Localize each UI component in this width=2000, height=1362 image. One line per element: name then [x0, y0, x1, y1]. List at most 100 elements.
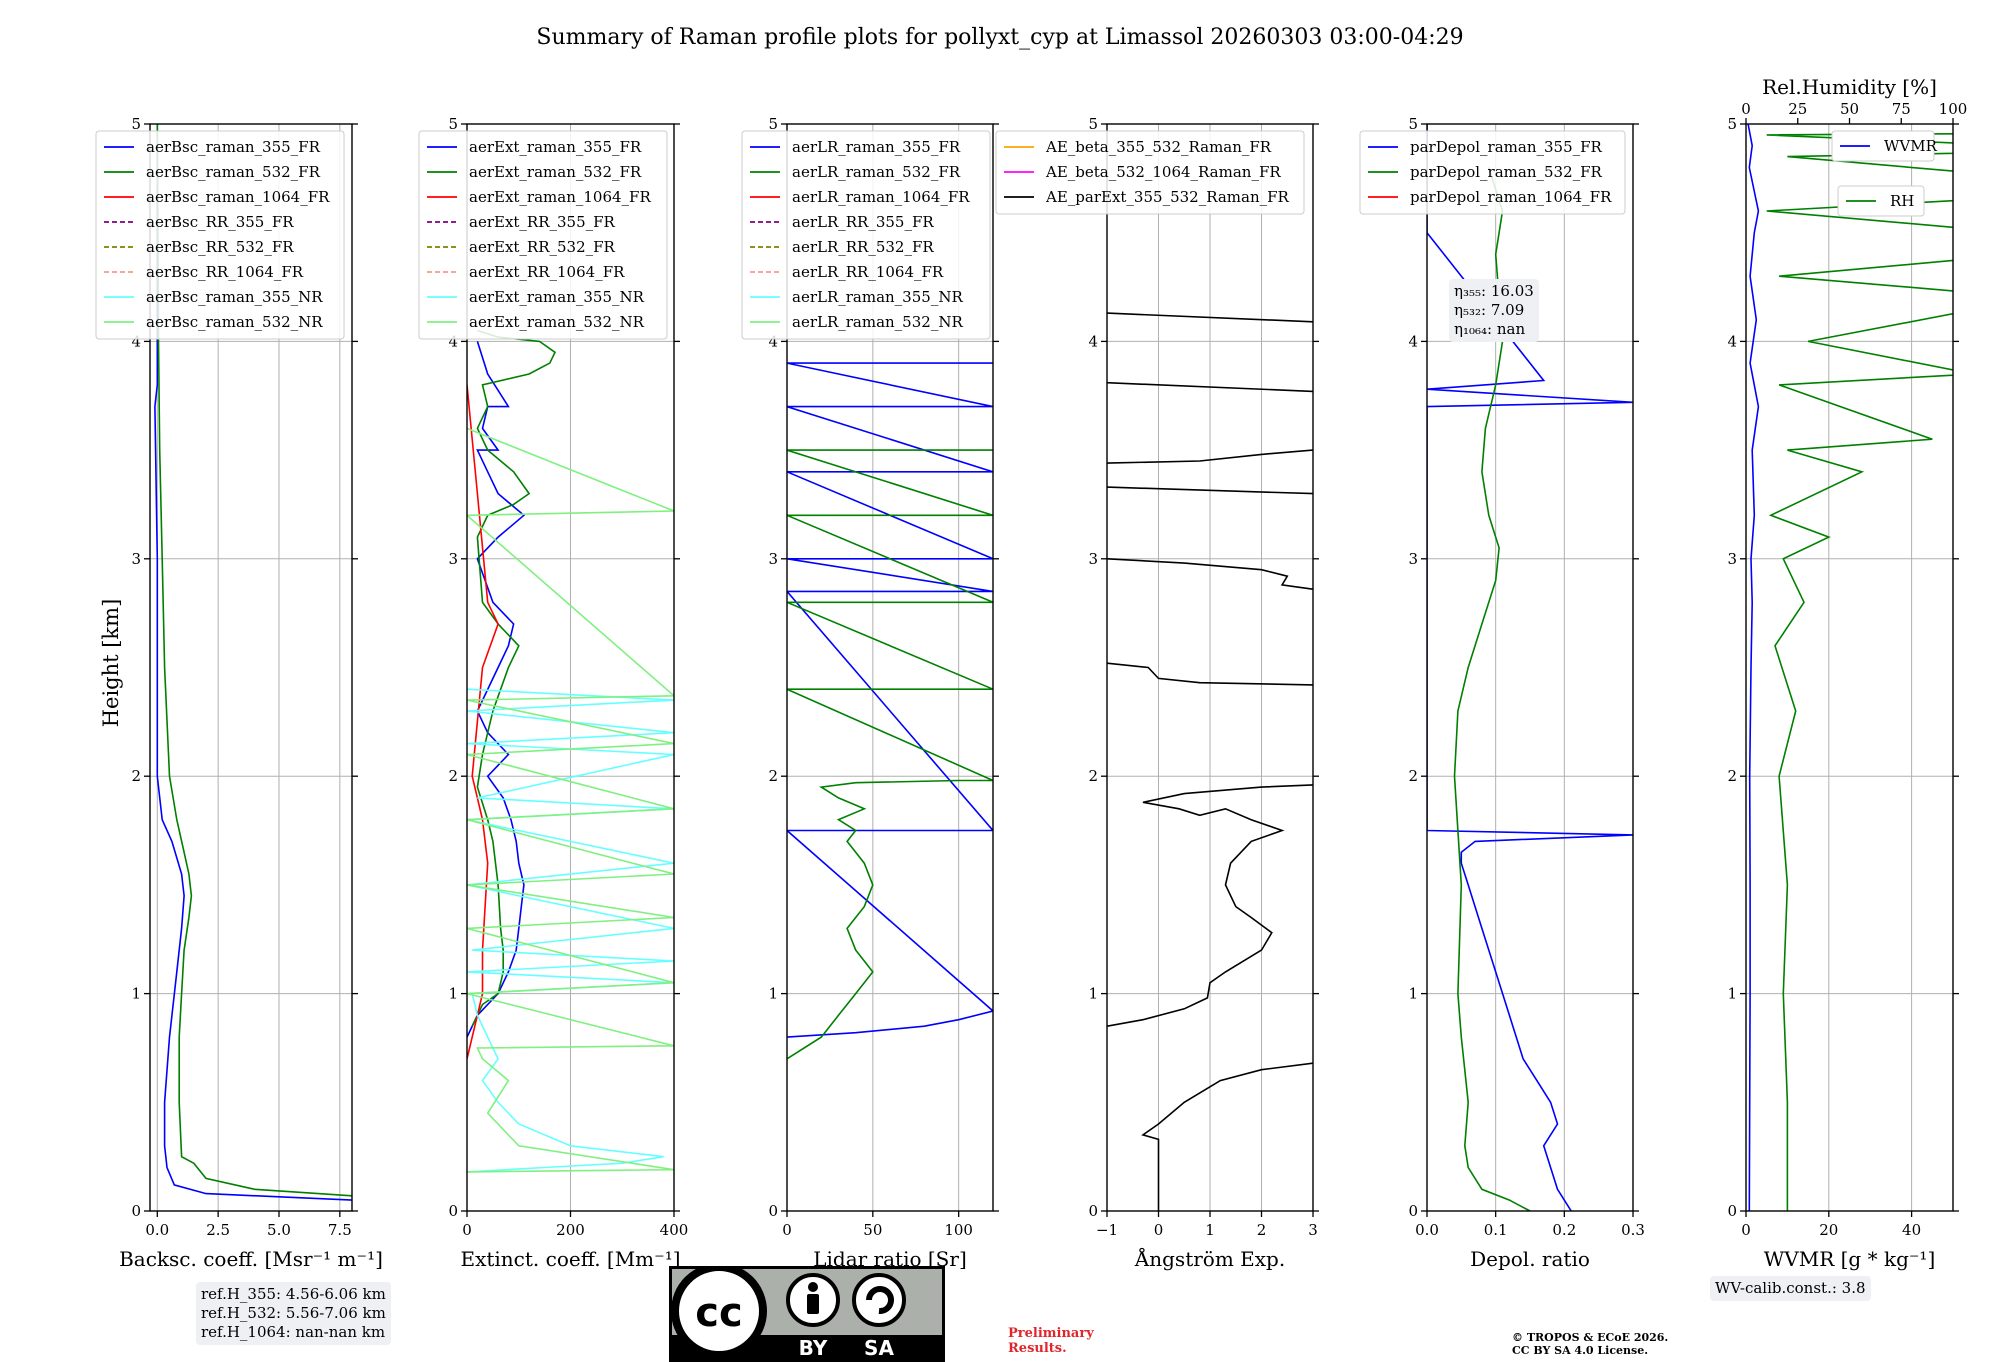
y-tick-label: 3 — [1408, 550, 1418, 568]
y-tick-label: 3 — [448, 550, 458, 568]
y-tick-label: 1 — [1727, 985, 1737, 1003]
series-line-aerBsc_raman_532_FR — [156, 124, 352, 1197]
legend-label: AE_beta_355_532_Raman_FR — [1045, 138, 1272, 156]
legend-label: aerLR_raman_355_NR — [792, 288, 963, 306]
top-tick-label: 25 — [1788, 100, 1807, 118]
series-line-AE_parExt_355_532_Raman_FR — [1107, 312, 1313, 323]
series-group — [467, 329, 674, 1173]
x-axis-label: Ångström Exp. — [1134, 1246, 1285, 1271]
y-tick-label: 2 — [1408, 767, 1418, 785]
x-tick-label: 2.5 — [206, 1221, 230, 1239]
legend-label: aerBsc_RR_355_FR — [146, 213, 294, 231]
legend-label: aerBsc_raman_532_FR — [146, 163, 321, 181]
attribution-body — [807, 1294, 819, 1314]
legend-label: parDepol_raman_1064_FR — [1410, 188, 1612, 206]
series-line-aerExt_raman_532_NR — [467, 427, 674, 1173]
series-line-aerBsc_raman_355_FR — [154, 124, 352, 1201]
y-tick-label: 0 — [131, 1202, 141, 1220]
x-axis-label: Depol. ratio — [1470, 1247, 1590, 1271]
legend-box — [418, 130, 668, 340]
x-tick-label: 0.2 — [1552, 1221, 1576, 1239]
legend-label: aerBsc_raman_1064_FR — [146, 188, 330, 206]
axes-frame — [1426, 123, 1634, 1212]
legend-label: aerLR_RR_1064_FR — [792, 263, 944, 281]
legend-label: aerBsc_raman_355_NR — [146, 288, 323, 306]
figure-title: Summary of Raman profile plots for polly… — [536, 25, 1463, 50]
y-tick-label: 2 — [1088, 767, 1098, 785]
x-tick-label: 3 — [1308, 1221, 1318, 1239]
top-axis-label: Rel.Humidity [%] — [1762, 75, 1937, 99]
ref-height-355: ref.H_355: 4.56-6.06 km — [201, 1285, 386, 1303]
ref-height-1064: ref.H_1064: nan-nan km — [201, 1323, 386, 1341]
legend-label: aerLR_raman_355_FR — [792, 138, 961, 156]
y-tick-label: 5 — [1727, 115, 1737, 133]
x-tick-label: −1 — [1096, 1221, 1118, 1239]
panel-backscatter: 0.0 2.5 5.0 7.5 0 1 2 3 4 5 Backsc. coeff. [Msr⁻¹ … — [95, 115, 383, 1271]
cc-circle-icon — [671, 1266, 767, 1359]
legend-label: AE_beta_532_1064_Raman_FR — [1045, 163, 1281, 181]
legend-label: parDepol_raman_532_FR — [1410, 163, 1603, 181]
legend: AE_beta_355_532_Raman_FR AE_beta_532_1064… — [995, 130, 1305, 215]
series-group — [1107, 312, 1313, 1211]
legend-label: aerExt_raman_1064_FR — [469, 188, 651, 206]
y-tick-label: 0 — [448, 1202, 458, 1220]
y-tick-label: 2 — [448, 767, 458, 785]
legend-label: aerLR_raman_1064_FR — [792, 188, 970, 206]
copyright-note: © TROPOS & ECoE 2026. CC BY SA 4.0 Licen… — [1512, 1331, 1668, 1357]
y-tick-label: 5 — [131, 115, 141, 133]
badge-label-by: BY — [799, 1336, 828, 1360]
y-tick-label: 4 — [768, 332, 778, 350]
x-tick-label: 0.1 — [1484, 1221, 1508, 1239]
x-tick-label: 5.0 — [267, 1221, 291, 1239]
legend-label: aerExt_raman_532_FR — [469, 163, 642, 181]
preliminary-line-1: Preliminary — [1008, 1326, 1094, 1341]
y-tick-label: 0 — [1408, 1202, 1418, 1220]
legend-label: aerExt_raman_355_FR — [469, 138, 642, 156]
x-tick-label: 40 — [1902, 1221, 1921, 1239]
preliminary-note: Preliminary Results. — [1008, 1326, 1094, 1356]
legend: aerBsc_raman_355_FR aerBsc_raman_532_FRae… — [95, 130, 345, 340]
legend-label: aerLR_RR_355_FR — [792, 213, 934, 231]
x-tick-label: 0 — [782, 1221, 792, 1239]
series-line-AE_parExt_355_532_Raman_FR — [1141, 1062, 1313, 1211]
series-line-aerExt_raman_1064_FR — [467, 384, 499, 1059]
x-tick-label: 200 — [556, 1221, 585, 1239]
y-tick-label: 1 — [1408, 985, 1418, 1003]
legend-label: aerLR_raman_532_NR — [792, 313, 963, 331]
eta-532: η₅₃₂: 7.09 — [1454, 301, 1525, 319]
x-tick-label: 20 — [1819, 1221, 1838, 1239]
wv-calibration-box: WV-calib.const.: 3.8 — [1710, 1276, 1871, 1301]
series-line-aerLR_raman_355_FR — [787, 362, 993, 1038]
wv-calib-const: WV-calib.const.: 3.8 — [1715, 1279, 1866, 1297]
legend-box — [995, 130, 1305, 215]
legend-label: aerExt_RR_355_FR — [469, 213, 616, 231]
series-line-AE_parExt_355_532_Raman_FR — [1107, 558, 1313, 590]
series-group — [154, 124, 352, 1201]
x-tick-label: 0 — [1741, 1221, 1751, 1239]
legend-label: RH — [1890, 192, 1914, 210]
y-tick-label: 0 — [1088, 1202, 1098, 1220]
attribution-head — [808, 1282, 818, 1292]
y-tick-label: 0 — [768, 1202, 778, 1220]
legend-label: aerBsc_raman_355_FR — [146, 138, 321, 156]
axes-frame — [149, 123, 353, 1212]
panel-wvmr: 0 20 40 0 1 2 3 4 5 WVMR [g * kg⁻¹] 0 25 50 75 100Rel.… — [1727, 75, 1967, 1271]
legend: aerLR_raman_355_FR aerLR_raman_532_FR aerL… — [741, 130, 991, 340]
x-tick-label: 0.0 — [1415, 1221, 1439, 1239]
x-tick-label: 100 — [944, 1221, 973, 1239]
y-tick-label: 0 — [1727, 1202, 1737, 1220]
x-tick-label: 1 — [1205, 1221, 1215, 1239]
series-line-AE_parExt_355_532_Raman_FR — [1107, 381, 1313, 393]
legend-label: aerExt_RR_532_FR — [469, 238, 616, 256]
y-tick-label: 2 — [768, 767, 778, 785]
legend-label: aerExt_raman_532_NR — [469, 313, 645, 331]
y-tick-label: 2 — [1727, 767, 1737, 785]
y-tick-label: 1 — [768, 985, 778, 1003]
y-tick-label: 1 — [131, 985, 141, 1003]
series-group — [1747, 124, 1953, 1211]
x-tick-label: 0.0 — [145, 1221, 169, 1239]
badge-label-sa: SA — [864, 1336, 894, 1360]
series-line-AE_parExt_355_532_Raman_FR — [1107, 784, 1313, 1027]
x-tick-label: 0 — [1154, 1221, 1164, 1239]
